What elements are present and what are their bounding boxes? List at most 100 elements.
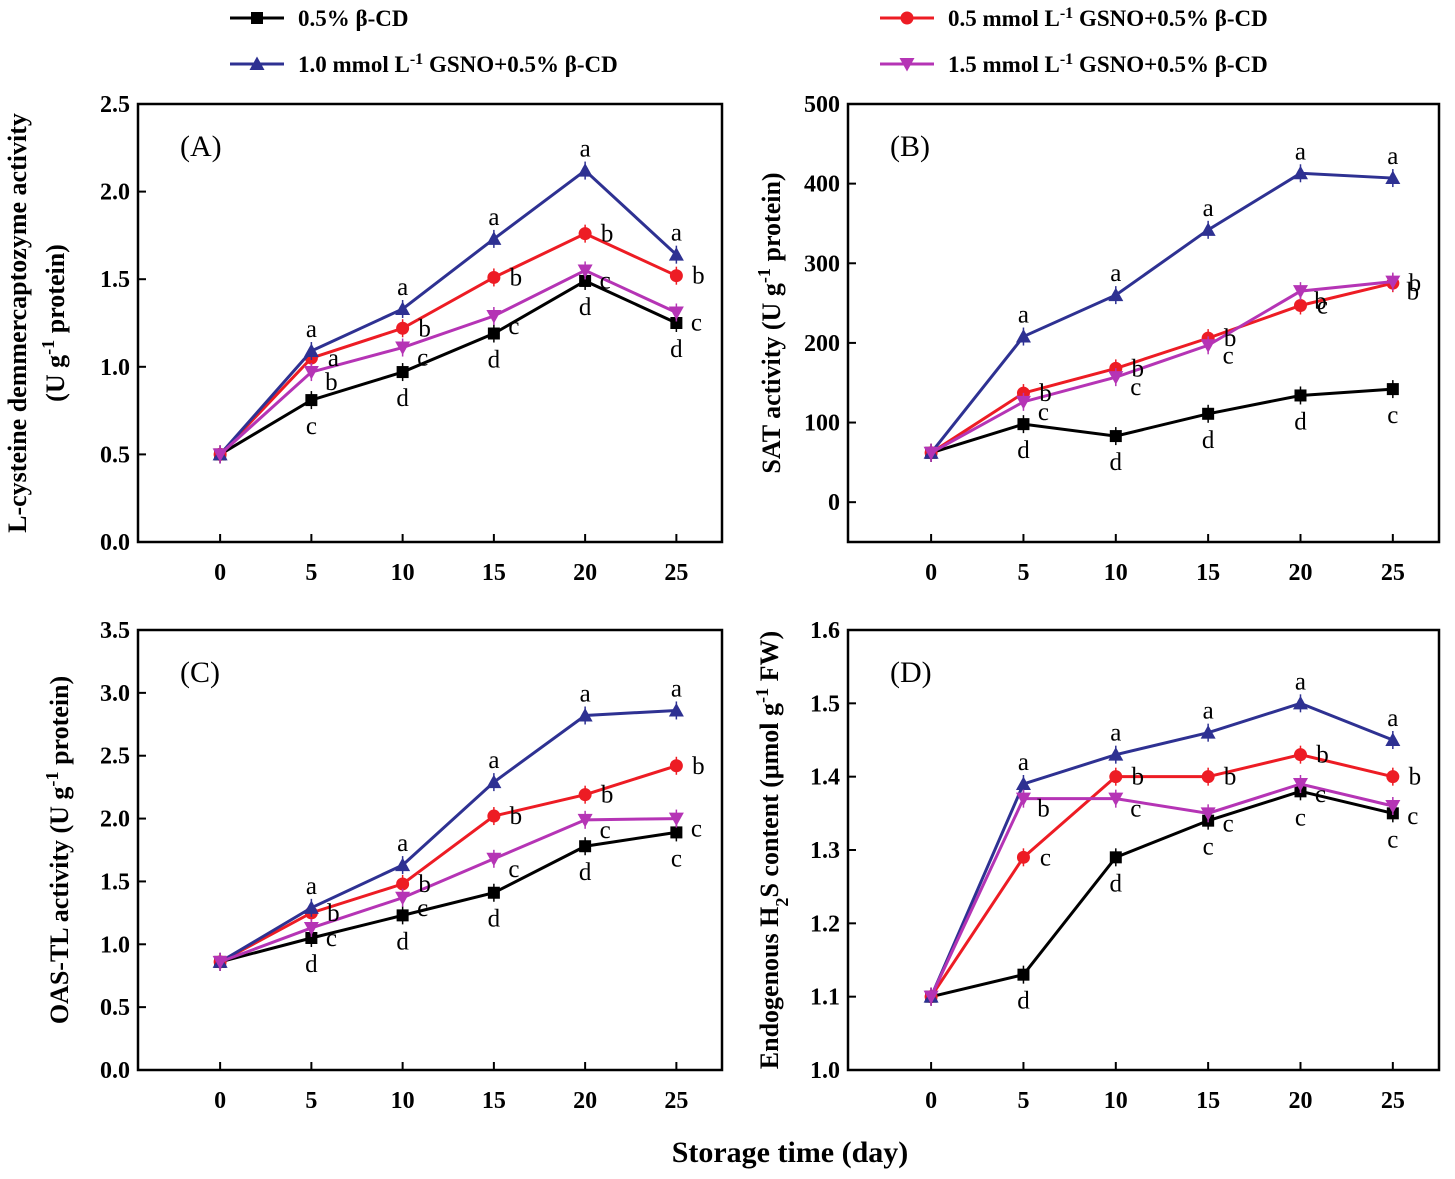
significance-letter: d xyxy=(1017,437,1030,464)
x-tick-label: 20 xyxy=(573,1088,597,1114)
significance-letter: a xyxy=(671,675,682,702)
legend-marker xyxy=(251,12,263,24)
legend-label: 0.5 mmol L-1 GSNO+0.5% β-CD xyxy=(948,5,1268,32)
significance-letter: a xyxy=(1018,749,1029,776)
significance-letter: d xyxy=(1017,988,1030,1015)
data-point xyxy=(305,932,318,944)
data-point xyxy=(1108,371,1124,385)
series-line xyxy=(930,387,1393,455)
y-tick-label: 500 xyxy=(804,92,840,118)
y-tick-label: 1.2 xyxy=(810,911,840,937)
significance-letter: c xyxy=(1203,834,1214,861)
x-tick-label: 10 xyxy=(1104,1088,1128,1114)
y-axis-title: OAS-TL activity (U g-1 protein) xyxy=(42,676,74,1024)
y-tick-label: 2.0 xyxy=(100,180,130,206)
x-tick-label: 0 xyxy=(925,560,937,586)
y-tick-label: 1.5 xyxy=(810,691,840,717)
significance-letter: c xyxy=(600,817,611,844)
data-point xyxy=(668,812,684,827)
significance-letter: a xyxy=(1387,143,1398,170)
series xyxy=(925,782,1399,1006)
y-tick-label: 1.0 xyxy=(810,1058,840,1084)
x-tick-label: 5 xyxy=(1017,560,1029,586)
data-point xyxy=(670,317,683,329)
data-point xyxy=(1385,732,1401,746)
legend-label: 1.0 mmol L-1 GSNO+0.5% β-CD xyxy=(298,51,618,78)
significance-letter: a xyxy=(671,220,682,247)
y-axis-title: SAT activity (U g-1 protein) xyxy=(754,172,786,473)
data-point xyxy=(1201,770,1215,784)
plot-frame xyxy=(846,102,1441,544)
series-line xyxy=(929,701,1394,998)
significance-letter: a xyxy=(1295,138,1306,165)
legend-item: 1.0 mmol L-1 GSNO+0.5% β-CD xyxy=(230,51,618,78)
data-point xyxy=(396,321,410,335)
significance-letter: c xyxy=(508,856,519,883)
significance-letter: d xyxy=(488,906,501,933)
data-point xyxy=(668,247,684,261)
y-tick-label: 1.1 xyxy=(810,985,840,1011)
data-point xyxy=(668,702,684,717)
y-axis-title-line2: (U g-1 protein) xyxy=(38,244,70,402)
series xyxy=(213,224,683,464)
x-tick-label: 20 xyxy=(573,560,597,586)
significance-letter: d xyxy=(579,859,592,886)
significance-letter: d xyxy=(1110,870,1123,897)
x-tick-label: 5 xyxy=(305,1088,317,1114)
series xyxy=(923,272,1401,462)
series-line xyxy=(219,279,678,456)
significance-letter: a xyxy=(580,680,591,707)
series-line xyxy=(219,268,678,456)
series xyxy=(214,271,683,464)
y-axis-title: L-cysteine demmercaptozyme activity xyxy=(3,113,32,533)
data-point xyxy=(577,813,593,828)
data-point xyxy=(578,227,592,241)
x-tick-label: 25 xyxy=(664,1088,688,1114)
x-axis-title: Storage time (day) xyxy=(672,1136,909,1169)
significance-letter: c xyxy=(671,845,682,872)
x-tick-label: 0 xyxy=(925,1088,937,1114)
series-line xyxy=(219,168,678,456)
data-point xyxy=(487,886,500,899)
data-point xyxy=(1292,778,1308,792)
panel: 0 5 10 15 20 25 0.0 0.5 1.0 1.5 2.0 2.5 (A) L-cystein… xyxy=(3,92,724,586)
data-point xyxy=(923,446,939,461)
significance-letter: b xyxy=(1224,325,1237,352)
x-tick-label: 25 xyxy=(664,560,688,586)
plot-frame xyxy=(846,628,1441,1072)
significance-letter: a xyxy=(1203,195,1214,222)
significance-letter: d xyxy=(1294,408,1307,435)
x-tick-label: 0 xyxy=(214,560,226,586)
x-tick-label: 10 xyxy=(1104,560,1128,586)
significance-letter: c xyxy=(1407,803,1418,830)
significance-letter: d xyxy=(396,385,409,412)
significance-letter: b xyxy=(510,803,523,830)
data-point xyxy=(1109,430,1122,443)
data-point xyxy=(1202,407,1215,420)
significance-letter: b xyxy=(325,369,338,396)
data-point xyxy=(1017,968,1030,981)
data-point xyxy=(1385,170,1401,185)
data-point xyxy=(303,366,319,380)
significance-letter: c xyxy=(1295,804,1306,831)
data-point xyxy=(669,269,683,283)
y-tick-label: 0.0 xyxy=(100,530,130,556)
data-point xyxy=(487,327,500,340)
y-tick-label: 1.5 xyxy=(100,869,130,895)
data-point xyxy=(669,759,683,773)
significance-letter: c xyxy=(306,413,317,440)
series xyxy=(212,809,684,971)
significance-letter: c xyxy=(417,895,428,922)
significance-letter: a xyxy=(328,345,339,372)
series xyxy=(925,380,1399,462)
significance-letter: c xyxy=(1387,402,1398,429)
data-point xyxy=(395,341,411,356)
y-tick-label: 0.0 xyxy=(100,1058,130,1084)
significance-letter: c xyxy=(1130,796,1141,823)
series-line xyxy=(929,782,1394,998)
y-tick-label: 1.3 xyxy=(810,838,840,864)
data-point xyxy=(1293,748,1307,762)
x-tick-label: 10 xyxy=(391,1088,415,1114)
y-tick-label: 2.0 xyxy=(100,807,130,833)
